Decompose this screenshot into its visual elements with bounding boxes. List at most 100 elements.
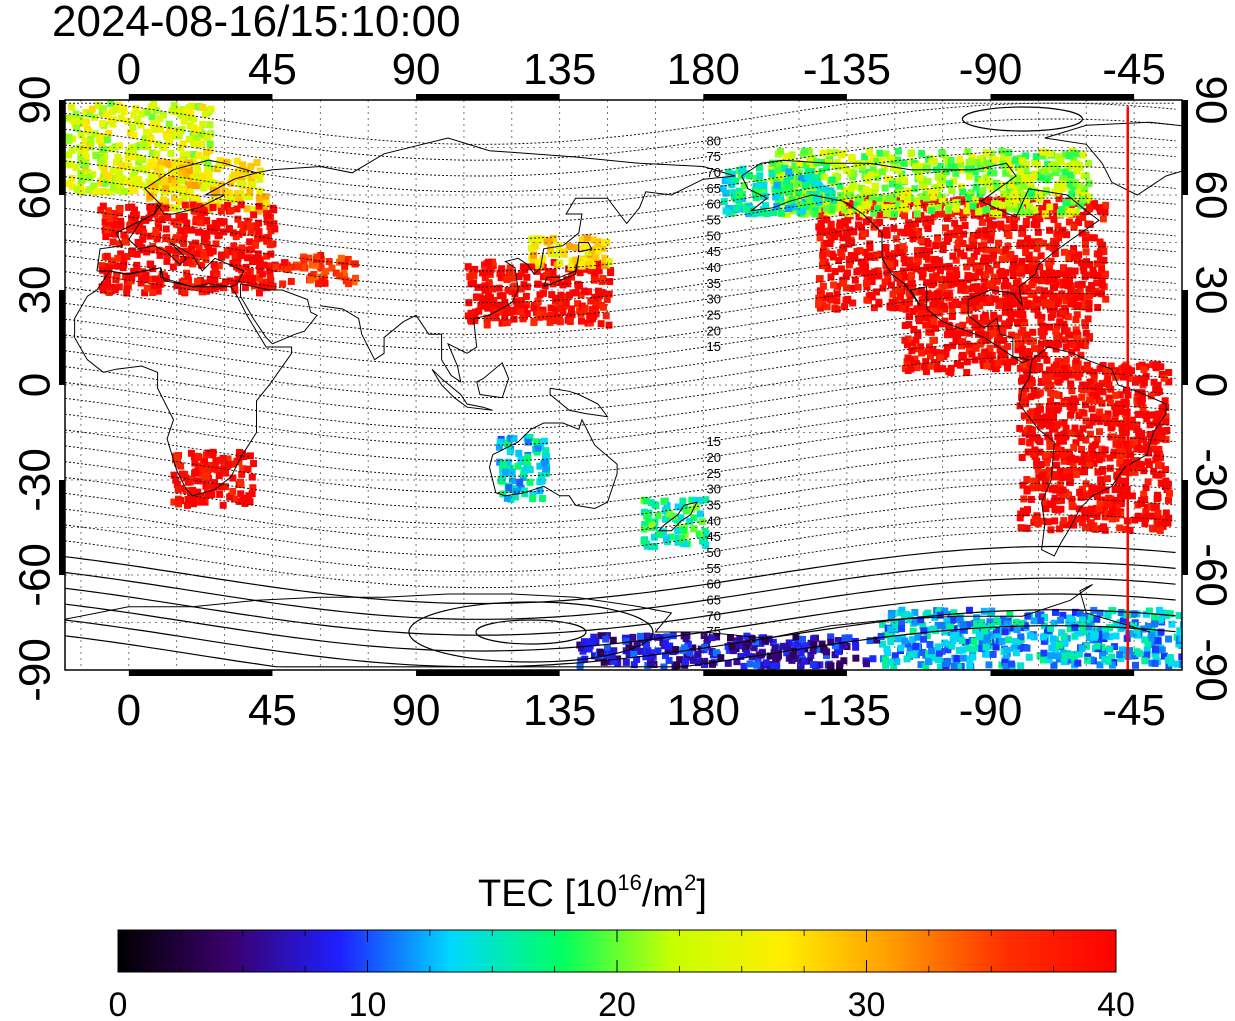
tec-cell <box>1073 167 1081 175</box>
tec-cell <box>1147 631 1155 639</box>
tec-cell <box>920 363 928 371</box>
tec-cell <box>596 261 604 269</box>
tec-cell <box>209 448 217 456</box>
tec-cell <box>229 175 237 183</box>
tec-cell <box>1098 265 1106 273</box>
tec-cell <box>1050 484 1058 492</box>
tec-cell <box>1037 461 1045 469</box>
tec-cell <box>1120 419 1128 427</box>
tec-cell <box>1140 379 1148 387</box>
tec-cell <box>965 202 973 210</box>
tec-cell <box>1143 503 1151 511</box>
tec-cell <box>1019 374 1027 382</box>
tec-cell <box>1142 441 1150 449</box>
tec-cell <box>942 350 950 358</box>
tec-cell <box>568 273 576 281</box>
tec-cell <box>1068 148 1076 156</box>
tec-cell <box>1002 302 1010 310</box>
tec-cell <box>869 154 877 162</box>
tec-cell <box>249 484 257 492</box>
tec-cell <box>469 316 477 324</box>
tec-cell <box>674 534 682 542</box>
tec-cell <box>689 644 697 652</box>
tec-cell <box>583 234 591 242</box>
tec-cell <box>886 265 894 273</box>
tec-cell <box>991 199 999 207</box>
tec-cell <box>1036 212 1044 220</box>
tec-cell <box>1026 632 1034 640</box>
tec-cell <box>1065 521 1073 529</box>
tec-cell <box>986 344 994 352</box>
tec-cell <box>1072 150 1080 158</box>
tec-cell <box>982 317 990 325</box>
tec-cell <box>866 240 874 248</box>
tec-cell <box>953 245 961 253</box>
tec-cell <box>913 364 921 372</box>
tec-cell <box>603 650 611 658</box>
tec-cell <box>902 205 910 213</box>
tec-cell <box>161 178 169 186</box>
tec-cell <box>993 341 1001 349</box>
tec-cell <box>827 206 835 214</box>
tec-cell <box>934 173 942 181</box>
tec-cell <box>856 206 864 214</box>
tec-cell <box>727 175 735 183</box>
tec-cell <box>1059 180 1067 188</box>
tec-cell <box>207 198 215 206</box>
tec-cell <box>205 204 213 212</box>
tec-cell <box>806 157 814 165</box>
tec-cell <box>959 654 967 662</box>
tec-cell <box>963 207 971 215</box>
tec-cell <box>1027 393 1035 401</box>
tec-cell <box>171 158 179 166</box>
tec-cell <box>1082 329 1090 337</box>
tec-cell <box>238 175 246 183</box>
tec-cell <box>1073 252 1081 260</box>
tec-cell <box>520 487 528 495</box>
tec-cell <box>184 273 192 281</box>
tec-cell <box>162 225 170 233</box>
tec-cell <box>1208 626 1215 633</box>
tec-cell <box>834 198 842 206</box>
tec-cell <box>1080 463 1088 471</box>
tec-cell <box>695 530 703 538</box>
tec-cell <box>1012 649 1020 657</box>
tec-cell <box>1121 483 1129 491</box>
tec-cell <box>1068 614 1076 622</box>
tec-cell <box>572 244 580 252</box>
tec-cell <box>127 277 135 285</box>
tec-cell <box>1012 638 1020 646</box>
tec-cell <box>785 639 793 647</box>
tec-cell <box>557 291 565 299</box>
tec-cell <box>1049 284 1057 292</box>
tec-cell <box>317 256 325 264</box>
tec-cell <box>690 514 698 522</box>
tec-cell <box>986 618 994 626</box>
tec-cell <box>481 274 489 282</box>
tec-cell <box>216 162 224 170</box>
tec-cell <box>198 285 206 293</box>
tec-cell <box>1033 305 1041 313</box>
tec-cell <box>981 349 989 357</box>
tec-cell <box>987 298 995 306</box>
tec-cell <box>1059 611 1067 619</box>
tec-cell <box>154 287 162 295</box>
tec-cell <box>503 304 511 312</box>
tec-cell <box>945 180 953 188</box>
tec-cell <box>1081 322 1089 330</box>
tec-cell <box>175 129 183 137</box>
tec-cell <box>1004 364 1012 372</box>
tec-cell <box>487 266 495 274</box>
tec-cell <box>77 152 85 160</box>
tec-cell <box>794 189 802 197</box>
tec-cell <box>590 276 598 284</box>
tec-cell <box>352 274 360 282</box>
tec-cell <box>168 238 176 246</box>
tec-region-southern-africa <box>170 448 258 509</box>
tec-cell <box>875 194 883 202</box>
tec-cell <box>1153 495 1161 503</box>
tec-cell <box>866 637 874 645</box>
tec-cell <box>960 307 968 315</box>
tec-cell <box>544 268 552 276</box>
tec-cell <box>235 448 243 456</box>
